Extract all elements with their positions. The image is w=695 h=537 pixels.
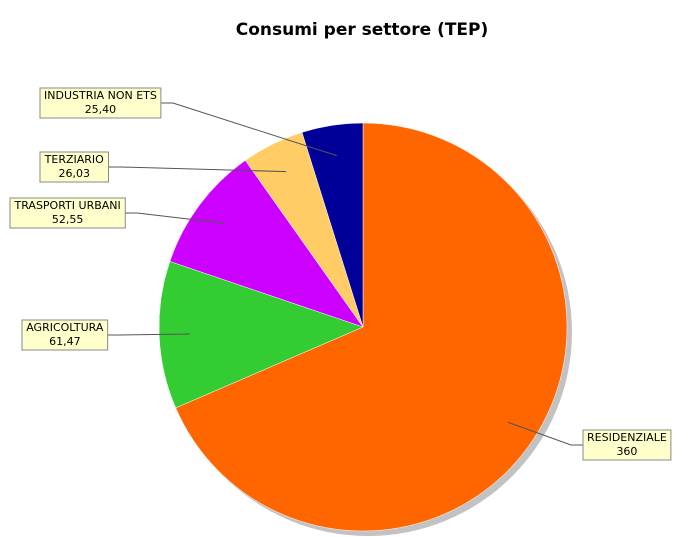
label-leader [125,212,225,224]
label-box [39,151,110,183]
label-leader [160,102,337,157]
label-category: TERZIARIO [44,153,105,166]
label-category: RESIDENZIALE [587,431,667,444]
pie-slice [175,122,568,532]
label-leader [108,166,287,173]
label-value: 61,47 [49,335,81,348]
label-box [39,87,162,119]
label-box [21,319,109,351]
label-box [9,197,126,229]
label-leader [507,421,583,446]
label-value: 360 [616,445,637,458]
label-box [582,429,672,461]
label-category: TRASPORTI URBANI [14,199,121,212]
label-category: INDUSTRIA NON ETS [44,89,157,102]
pie-slice [158,261,364,409]
pie-slice [169,160,364,328]
chart-title: Consumi per settore (TEP) [236,20,489,40]
label-value: 26,03 [59,167,91,180]
label-category: AGRICOLTURA [26,321,104,334]
label-value: 25,40 [85,103,117,116]
label-leader [107,333,190,336]
pie-slice [301,122,364,328]
label-value: 52,55 [52,213,84,226]
